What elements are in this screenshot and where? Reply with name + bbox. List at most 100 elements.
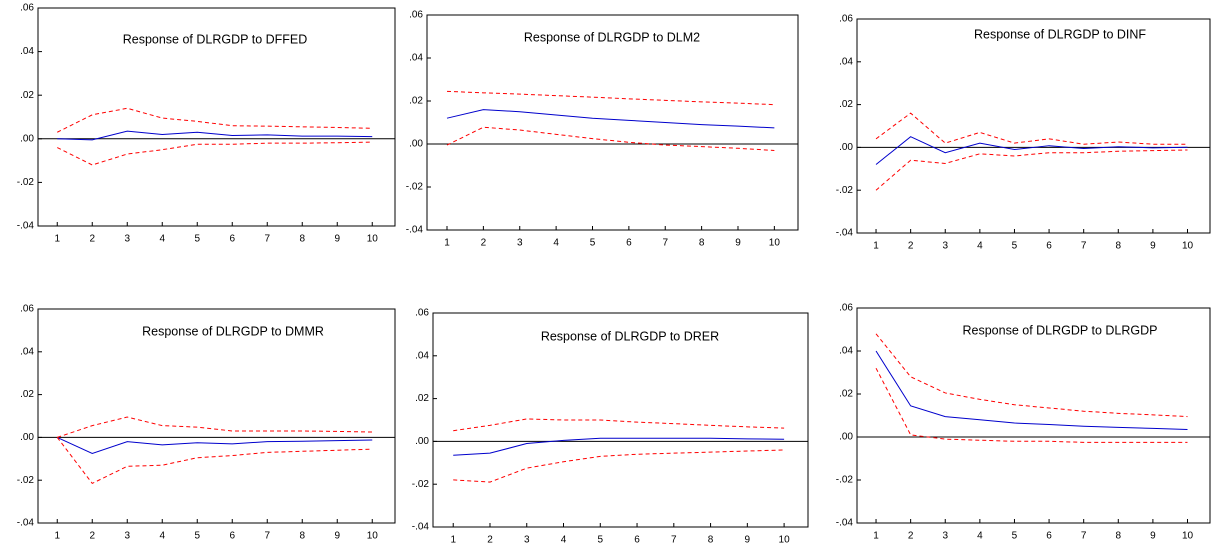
chart-title: Response of DLRGDP to DFFED (123, 32, 308, 46)
x-tick-label: 8 (299, 234, 305, 245)
x-tick-label: 8 (1116, 241, 1122, 252)
y-tick-label: -.02 (836, 185, 854, 196)
x-tick-label: 6 (634, 535, 640, 546)
x-tick-label: 9 (334, 234, 340, 245)
x-tick-label: 4 (977, 531, 983, 542)
y-tick-label: -.04 (836, 518, 854, 529)
response-line (453, 418, 785, 432)
x-tick-label: 8 (1116, 531, 1122, 542)
x-tick-label: 4 (159, 234, 165, 245)
x-tick-label: 3 (524, 535, 530, 546)
x-tick-label: 6 (626, 238, 632, 249)
y-tick-label: .04 (839, 56, 853, 67)
y-tick-label: .00 (839, 142, 853, 153)
response-line (57, 130, 373, 141)
y-tick-label: .00 (415, 436, 429, 447)
y-tick-label: -.02 (836, 475, 854, 486)
x-tick-label: 3 (124, 234, 130, 245)
chart-title: Response of DLRGDP to DINF (974, 27, 1146, 41)
x-tick-label: 9 (745, 535, 751, 546)
x-tick-label: 10 (367, 531, 379, 542)
response-line (875, 149, 1188, 191)
y-tick-label: .04 (839, 346, 853, 357)
x-tick-label: 10 (779, 535, 791, 546)
x-tick-label: 9 (735, 238, 741, 249)
x-tick-label: 10 (769, 238, 781, 249)
x-tick-label: 8 (699, 238, 705, 249)
x-tick-label: 1 (54, 531, 60, 542)
y-tick-label: .06 (839, 14, 853, 25)
x-tick-label: 5 (597, 535, 603, 546)
panel: -.04 -.02 .00 .02 .04 .06 1 2 3 4 5 6 7 8 9 10 Response … (17, 304, 396, 542)
y-tick-label: .04 (415, 350, 429, 361)
y-tick-label: .00 (20, 133, 34, 144)
y-tick-label: -.04 (406, 225, 424, 236)
x-tick-label: 9 (334, 531, 340, 542)
y-tick-label: .00 (20, 432, 34, 443)
plot-frame (432, 312, 809, 528)
response-line (57, 107, 373, 133)
x-tick-label: 2 (89, 531, 95, 542)
y-tick-label: .00 (839, 432, 853, 443)
x-tick-label: 3 (942, 531, 948, 542)
y-tick-label: .06 (20, 3, 34, 14)
y-tick-label: -.04 (412, 522, 430, 533)
y-tick-label: -.04 (836, 228, 854, 239)
x-tick-label: 8 (708, 535, 714, 546)
x-tick-label: 6 (1046, 241, 1052, 252)
x-tick-label: 7 (671, 535, 677, 546)
x-tick-label: 2 (487, 535, 493, 546)
panel: -.04 -.02 .00 .02 .04 .06 1 2 3 4 5 6 7 8 9 10 Response … (17, 3, 396, 245)
x-tick-label: 5 (590, 238, 596, 249)
x-tick-label: 1 (873, 241, 879, 252)
y-tick-label: -.02 (412, 479, 430, 490)
y-tick-label: -.02 (17, 475, 35, 486)
y-tick-label: .02 (415, 393, 429, 404)
y-tick-label: .06 (20, 304, 34, 315)
x-tick-label: 8 (299, 531, 305, 542)
y-tick-label: .06 (409, 10, 423, 21)
x-tick-label: 4 (159, 531, 165, 542)
x-tick-label: 4 (561, 535, 567, 546)
x-tick-label: 3 (942, 241, 948, 252)
x-tick-label: 10 (367, 234, 379, 245)
x-tick-label: 2 (481, 238, 487, 249)
x-tick-label: 1 (444, 238, 450, 249)
x-tick-label: 3 (124, 531, 130, 542)
response-line (446, 90, 775, 106)
response-line (57, 141, 373, 166)
y-tick-label: -.04 (17, 221, 35, 232)
x-tick-label: 1 (873, 531, 879, 542)
plot-frame (856, 18, 1211, 234)
x-tick-label: 9 (1150, 241, 1156, 252)
chart-title: Response of DLRGDP to DLRGDP (963, 323, 1158, 337)
response-line (875, 112, 1188, 145)
x-tick-label: 5 (1012, 241, 1018, 252)
y-tick-label: .04 (409, 53, 423, 64)
chart-title: Response of DLRGDP to DLM2 (524, 30, 700, 44)
y-tick-label: .04 (20, 346, 34, 357)
y-tick-label: .02 (20, 389, 34, 400)
x-tick-label: 1 (450, 535, 456, 546)
y-tick-label: -.04 (17, 518, 35, 529)
plot-frame (37, 7, 396, 227)
y-tick-label: -.02 (17, 177, 35, 188)
plot-frame (37, 308, 396, 524)
x-tick-label: 7 (264, 531, 270, 542)
x-tick-label: 9 (1150, 531, 1156, 542)
response-line (875, 350, 1188, 430)
response-line (446, 109, 775, 129)
x-tick-label: 7 (662, 238, 668, 249)
plot-frame (856, 307, 1211, 524)
y-tick-label: .00 (409, 139, 423, 150)
x-tick-label: 7 (264, 234, 270, 245)
x-tick-label: 5 (194, 234, 200, 245)
chart-title: Response of DLRGDP to DMMR (142, 324, 324, 338)
panel: -.04 -.02 .00 .02 .04 .06 1 2 3 4 5 6 7 8 9 10 Response … (836, 303, 1211, 542)
x-tick-label: 6 (229, 234, 235, 245)
response-line (57, 436, 373, 454)
panel: -.04 -.02 .00 .02 .04 .06 1 2 3 4 5 6 7 8 9 10 Response … (412, 308, 809, 546)
y-tick-label: .02 (20, 90, 34, 101)
x-tick-label: 2 (89, 234, 95, 245)
